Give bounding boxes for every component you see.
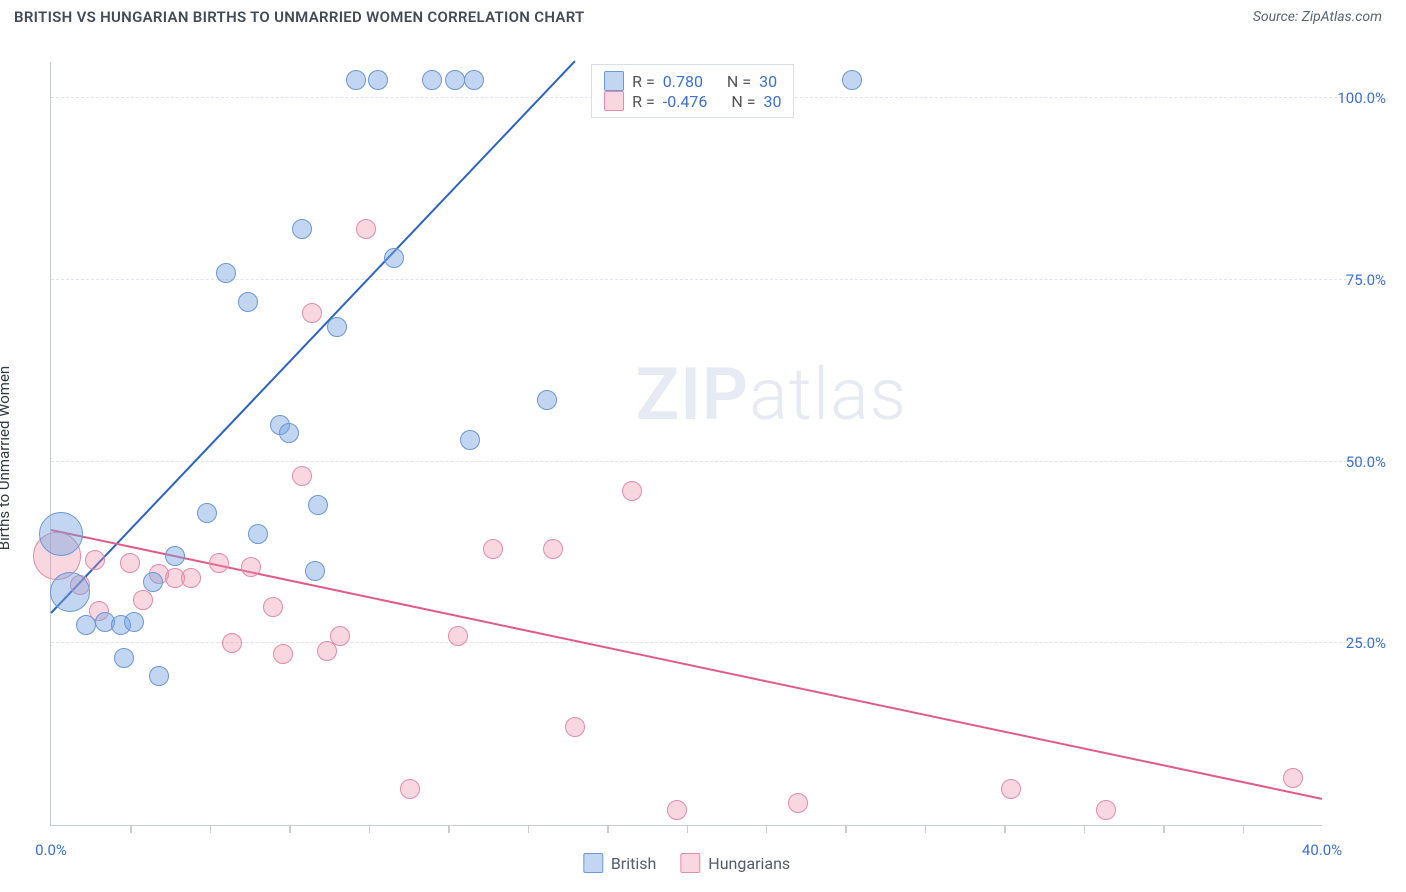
legend-item: Hungarians: [680, 853, 790, 873]
data-point-british: [368, 70, 388, 90]
data-point-british: [248, 524, 268, 544]
data-point-british: [460, 430, 480, 450]
x-tick: [845, 825, 847, 833]
data-point-hungarian: [302, 303, 322, 323]
data-point-hungarian: [400, 779, 420, 799]
x-tick: [687, 825, 689, 833]
data-point-british: [842, 70, 862, 90]
data-point-hungarian: [273, 644, 293, 664]
data-point-hungarian: [292, 466, 312, 486]
legend-swatch-icon: [583, 853, 603, 873]
plot-box: ZIPatlas 25.0%50.0%75.0%100.0%0.0%40.0%R…: [50, 62, 1322, 826]
data-point-hungarian: [209, 553, 229, 573]
legend-label: Hungarians: [708, 854, 790, 873]
data-point-hungarian: [622, 481, 642, 501]
x-tick: [1243, 825, 1245, 833]
data-point-hungarian: [448, 626, 468, 646]
data-point-hungarian: [1001, 779, 1021, 799]
data-point-hungarian: [1283, 768, 1303, 788]
gridline: [51, 461, 1382, 462]
x-tick: [766, 825, 768, 833]
y-tick-label: 100.0%: [1337, 89, 1386, 107]
x-tick: [289, 825, 291, 833]
x-tick-label: 40.0%: [1302, 841, 1342, 859]
data-point-british: [114, 648, 134, 668]
x-tick: [528, 825, 530, 833]
data-point-hungarian: [85, 550, 105, 570]
data-point-hungarian: [667, 800, 687, 820]
x-tick: [1004, 825, 1006, 833]
data-point-british: [327, 317, 347, 337]
x-tick: [1084, 825, 1086, 833]
legend-item: British: [583, 853, 656, 873]
chart-header: BRITISH VS HUNGARIAN BIRTHS TO UNMARRIED…: [0, 0, 1406, 30]
x-tick: [1163, 825, 1165, 833]
data-point-british: [76, 615, 96, 635]
chart-title: BRITISH VS HUNGARIAN BIRTHS TO UNMARRIED…: [14, 8, 585, 26]
x-tick: [448, 825, 450, 833]
gridline: [51, 642, 1382, 643]
data-point-british: [384, 248, 404, 268]
data-point-british: [308, 495, 328, 515]
data-point-british: [346, 70, 366, 90]
data-point-british: [149, 666, 169, 686]
data-point-hungarian: [1096, 800, 1116, 820]
series-legend: British Hungarians: [583, 853, 790, 873]
data-point-british: [292, 219, 312, 239]
data-point-hungarian: [788, 793, 808, 813]
data-point-hungarian: [133, 590, 153, 610]
x-tick-label: 0.0%: [35, 841, 67, 859]
data-point-british: [464, 70, 484, 90]
gridline: [51, 279, 1382, 280]
data-point-british: [50, 572, 90, 612]
y-tick-label: 75.0%: [1346, 271, 1386, 289]
trend-line-british: [50, 60, 576, 614]
x-tick: [607, 825, 609, 833]
data-point-british: [143, 572, 163, 592]
x-tick: [925, 825, 927, 833]
legend-swatch-icon: [680, 853, 700, 873]
legend-swatch-icon: [604, 91, 624, 111]
data-point-british: [165, 546, 185, 566]
y-tick-label: 50.0%: [1346, 453, 1386, 471]
data-point-hungarian: [181, 568, 201, 588]
data-point-british: [445, 70, 465, 90]
correlation-legend: R =0.780 N =30R =-0.476 N =30: [591, 64, 794, 118]
x-tick: [369, 825, 371, 833]
data-point-hungarian: [565, 717, 585, 737]
data-point-hungarian: [263, 597, 283, 617]
data-point-hungarian: [483, 539, 503, 559]
legend-row: R =0.780 N =30: [604, 71, 781, 91]
legend-row: R =-0.476 N =30: [604, 91, 781, 111]
data-point-hungarian: [330, 626, 350, 646]
data-point-british: [197, 503, 217, 523]
x-tick: [210, 825, 212, 833]
chart-area: Births to Unmarried Women ZIPatlas 25.0%…: [14, 38, 1392, 878]
data-point-british: [279, 423, 299, 443]
y-tick-label: 25.0%: [1346, 634, 1386, 652]
data-point-hungarian: [543, 539, 563, 559]
data-point-british: [216, 263, 236, 283]
data-point-british: [305, 561, 325, 581]
data-point-british: [124, 612, 144, 632]
data-point-british: [39, 512, 83, 556]
data-point-british: [238, 292, 258, 312]
data-point-hungarian: [222, 633, 242, 653]
data-point-hungarian: [241, 557, 261, 577]
legend-swatch-icon: [604, 71, 624, 91]
data-point-british: [422, 70, 442, 90]
watermark: ZIPatlas: [636, 352, 908, 437]
x-tick: [130, 825, 132, 833]
y-axis-label: Births to Unmarried Women: [0, 366, 13, 550]
data-point-hungarian: [120, 553, 140, 573]
source-label: Source: ZipAtlas.com: [1253, 9, 1382, 25]
data-point-british: [537, 390, 557, 410]
data-point-hungarian: [356, 219, 376, 239]
legend-label: British: [611, 854, 656, 873]
